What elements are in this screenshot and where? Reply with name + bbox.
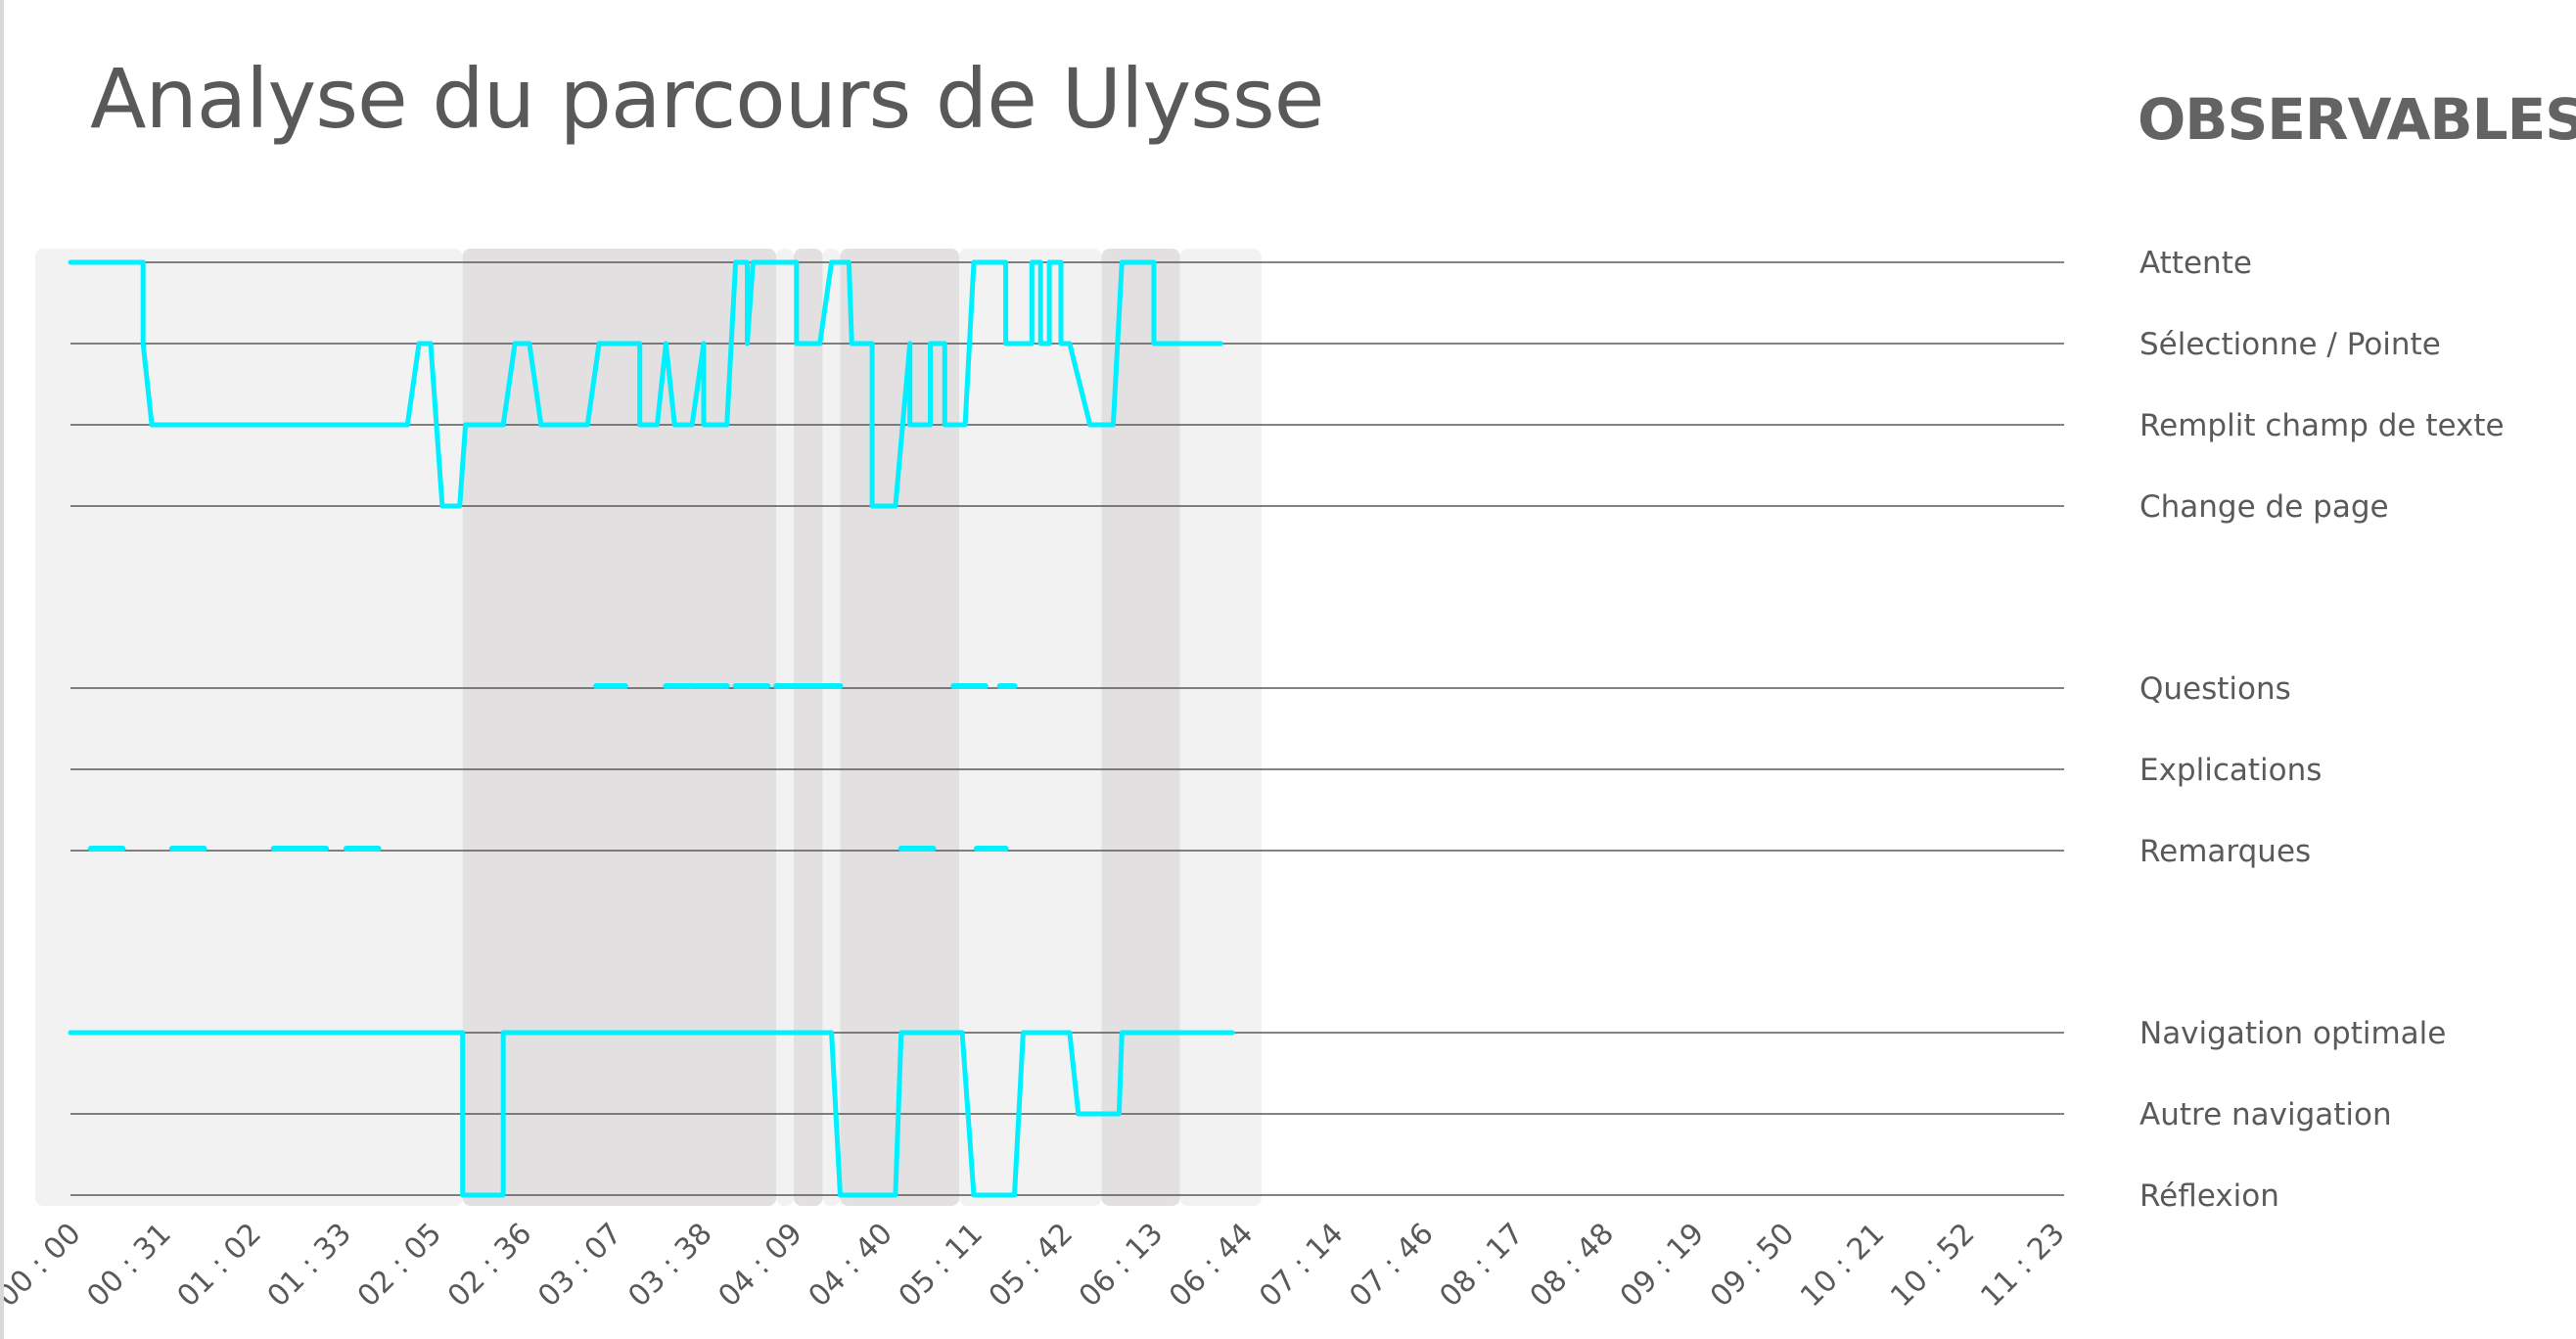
x-tick-label: 00 : 31 (80, 1217, 177, 1314)
navigation-series-line (68, 1030, 1235, 1198)
row-label: Réflexion (2139, 1178, 2279, 1214)
x-tick-label: 05 : 42 (983, 1217, 1080, 1314)
x-tick-label: 03 : 07 (531, 1217, 628, 1314)
phase-band (35, 249, 463, 1206)
x-tick-label: 08 : 48 (1524, 1217, 1621, 1314)
row-labels: Attente Sélectionne / Pointe Remplit champ… (2139, 246, 2505, 1214)
timeline-chart: Attente Sélectionne / Pointe Remplit champ… (4, 246, 2505, 1314)
row-label: Remplit champ de texte (2139, 408, 2505, 443)
phase-band (822, 249, 841, 1206)
x-tick-label: 01 : 33 (261, 1217, 358, 1314)
x-tick-label: 08 : 17 (1433, 1217, 1530, 1314)
phase-band (793, 249, 823, 1206)
x-tick-label: 10 : 21 (1794, 1217, 1891, 1314)
x-tick-label: 09 : 50 (1704, 1217, 1801, 1314)
x-tick-label: 02 : 36 (441, 1217, 538, 1314)
row-label: Autre navigation (2139, 1097, 2392, 1132)
activity-series-line (68, 259, 1223, 509)
row-label: Sélectionne / Pointe (2139, 327, 2441, 362)
x-tick-label: 00 : 00 (4, 1217, 88, 1314)
phase-bands (35, 249, 1262, 1206)
x-tick-label: 07 : 46 (1343, 1217, 1440, 1314)
x-tick-label: 06 : 44 (1163, 1217, 1260, 1314)
legend-title: OBSERVABLES (2138, 86, 2576, 153)
x-tick-label: 03 : 38 (621, 1217, 718, 1314)
series-lines (68, 259, 1235, 1198)
phase-band (776, 249, 794, 1206)
row-label: Explications (2139, 753, 2322, 788)
x-tick-label: 10 : 52 (1884, 1217, 1981, 1314)
row-label: Remarques (2139, 834, 2311, 869)
row-label: Questions (2139, 671, 2291, 707)
x-tick-label: 01 : 02 (171, 1217, 268, 1314)
phase-band (959, 249, 1102, 1206)
row-label: Attente (2139, 246, 2252, 281)
x-tick-label: 04 : 40 (803, 1217, 899, 1314)
row-label: Change de page (2139, 489, 2389, 525)
x-tick-label: 07 : 14 (1253, 1217, 1350, 1314)
phase-band (1179, 249, 1262, 1206)
x-tick-label: 11 : 23 (1974, 1217, 2071, 1314)
phase-band (1101, 249, 1180, 1206)
x-tick-label: 04 : 09 (712, 1217, 808, 1314)
x-tick-label: 05 : 11 (893, 1217, 989, 1314)
x-tick-label: 06 : 13 (1073, 1217, 1170, 1314)
x-tick-label: 09 : 19 (1614, 1217, 1711, 1314)
x-tick-label: 02 : 05 (351, 1217, 448, 1314)
page-title: Analyse du parcours de Ulysse (90, 51, 1324, 147)
phase-band (462, 249, 777, 1206)
row-label: Navigation optimale (2139, 1016, 2446, 1051)
